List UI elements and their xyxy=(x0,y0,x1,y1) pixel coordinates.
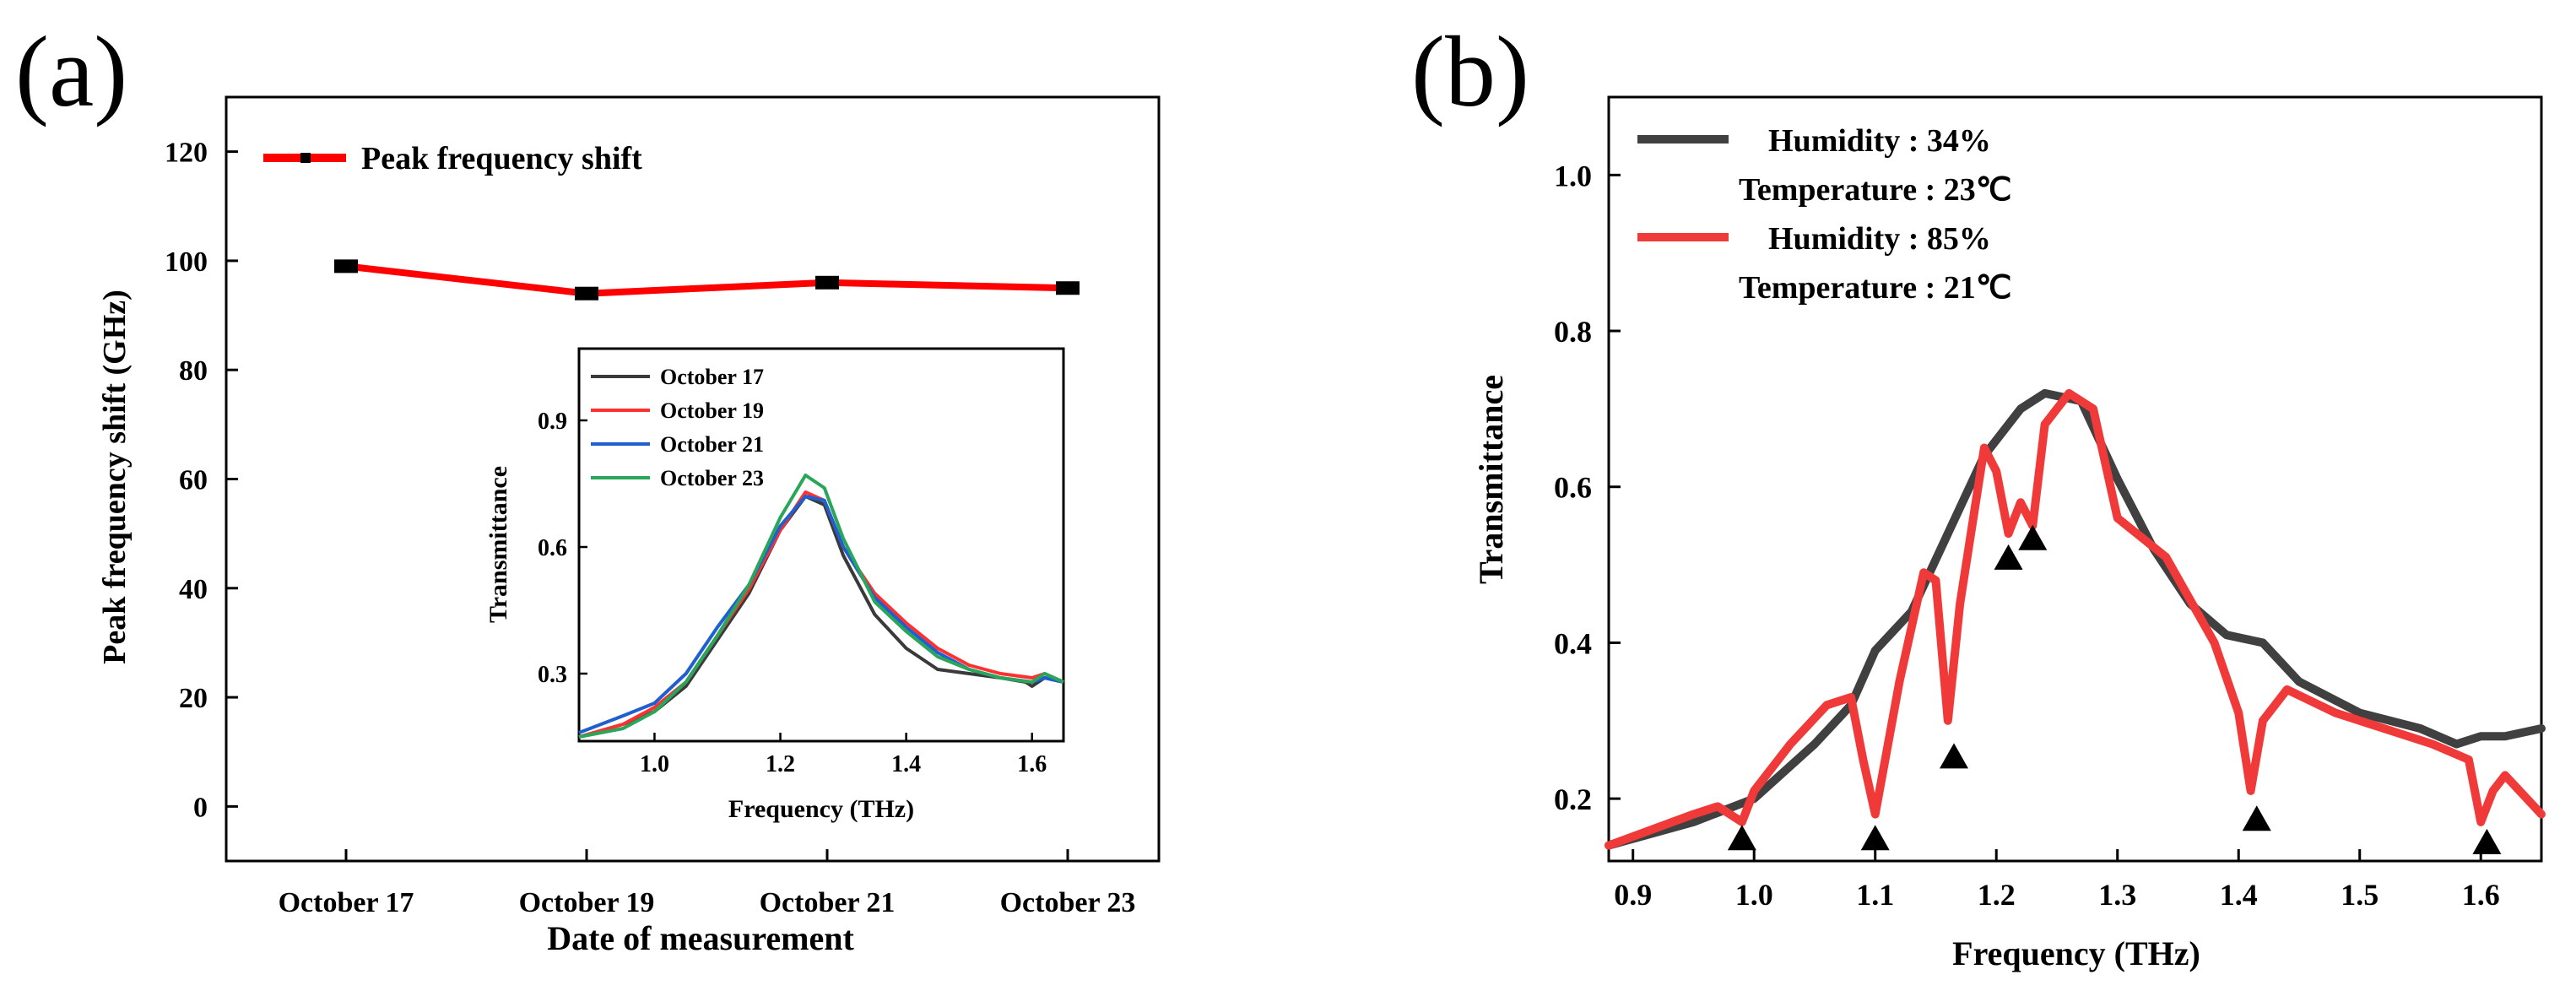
b-legend-line2: Temperature : 23℃ xyxy=(1739,172,2011,208)
b-y-tick-label: 0.6 xyxy=(1554,471,1592,505)
data-point-a xyxy=(334,259,358,273)
inset-series-line xyxy=(578,474,1064,739)
b-series-line xyxy=(1605,388,2546,850)
plot-a-inset-frame xyxy=(577,347,1065,743)
b-x-tick-label: 1.3 xyxy=(2098,878,2136,912)
y-tick-label-a: 60 xyxy=(179,465,208,496)
chart-a-main: 0 20 40 60 80 100 120 October 17 October 19 Octo… xyxy=(97,95,1161,957)
inset-x-tick-label: 1.6 xyxy=(1017,751,1047,777)
b-legend-line1: Humidity : 34% xyxy=(1768,123,1991,159)
y-tick-label-a: 120 xyxy=(165,138,208,169)
b-y-tick-label: 0.8 xyxy=(1554,315,1592,349)
y-tick-label-a: 80 xyxy=(179,355,208,387)
inset-x-tick-label: 1.4 xyxy=(891,751,921,777)
triangle-marker xyxy=(1727,825,1756,851)
b-y-tick-label: 0.4 xyxy=(1554,626,1592,660)
x-tick-label-a: October 21 xyxy=(760,887,896,918)
legend-a-label: Peak frequency shift xyxy=(361,141,642,176)
legend-a-marker xyxy=(300,153,311,163)
y-axis-label-inset: Transmittance xyxy=(484,466,512,623)
b-x-tick-label: 1.5 xyxy=(2341,878,2378,912)
data-point-a xyxy=(575,286,598,301)
x-axis-label-a: Date of measurement xyxy=(547,919,854,957)
inset-y-tick-label: 0.6 xyxy=(538,535,567,561)
b-y-tick-label: 1.0 xyxy=(1554,159,1592,192)
b-series-line xyxy=(1605,388,2546,850)
triangle-marker xyxy=(2242,805,2271,831)
b-x-tick-label: 0.9 xyxy=(1614,878,1652,912)
x-tick-label-a: October 23 xyxy=(1000,887,1136,918)
triangle-marker xyxy=(1994,544,2023,570)
b-x-tick-label: 1.6 xyxy=(2462,878,2500,912)
data-point-a xyxy=(815,275,839,290)
x-tick-label-a: October 17 xyxy=(279,887,414,918)
inset-x-tick-label: 1.0 xyxy=(640,751,669,777)
b-x-tick-label: 1.0 xyxy=(1735,878,1773,912)
y-tick-label-a: 100 xyxy=(165,246,208,278)
inset-y-tick-label: 0.9 xyxy=(538,409,567,435)
triangle-marker xyxy=(1860,825,1890,851)
b-legend-line2: Temperature : 21℃ xyxy=(1739,270,2011,306)
inset-legend-label: October 19 xyxy=(660,398,764,423)
inset-legend-label: October 23 xyxy=(660,466,764,490)
b-x-tick-label: 1.2 xyxy=(1978,878,2016,912)
y-tick-label-a: 20 xyxy=(179,683,208,714)
data-point-a xyxy=(1056,281,1080,295)
inset-x-tick-label: 1.2 xyxy=(766,751,795,777)
chart-a-inset: 0.3 0.6 0.9 1.0 1.2 1.4 1.6 October 17 October… xyxy=(484,347,1065,823)
chart-b: 0.2 0.4 0.6 0.8 1.0 0.9 1.0 1.1 1.2 1.3 1.4 1.5 1.6… xyxy=(1472,95,2546,972)
b-legend-line1: Humidity : 85% xyxy=(1768,221,1991,257)
y-axis-label-b: Transmittance xyxy=(1472,375,1510,584)
y-tick-label-a: 40 xyxy=(179,574,208,605)
triangle-marker xyxy=(2018,524,2048,550)
inset-legend-label: October 17 xyxy=(660,365,764,389)
legend-a: Peak frequency shift xyxy=(263,141,642,176)
inset-y-tick-label: 0.3 xyxy=(538,662,567,688)
panel-b-label: (b) xyxy=(1411,15,1529,127)
y-axis-label-a: Peak frequency shift (GHz) xyxy=(97,290,133,664)
x-tick-label-a: October 19 xyxy=(519,887,655,918)
triangle-marker xyxy=(1939,743,1968,769)
panel-a-label: (a) xyxy=(15,15,127,127)
x-axis-label-b: Frequency (THz) xyxy=(1952,934,2200,972)
plot-b-frame xyxy=(1607,95,2543,863)
b-x-tick-label: 1.1 xyxy=(1856,878,1894,912)
triangle-marker xyxy=(2472,828,2502,854)
x-axis-label-inset: Frequency (THz) xyxy=(728,795,914,823)
y-tick-label-a: 0 xyxy=(193,792,208,823)
b-x-tick-label: 1.4 xyxy=(2220,878,2258,912)
inset-legend-label: October 21 xyxy=(660,432,764,457)
series-line-a xyxy=(345,263,1069,297)
b-y-tick-label: 0.2 xyxy=(1554,783,1592,816)
